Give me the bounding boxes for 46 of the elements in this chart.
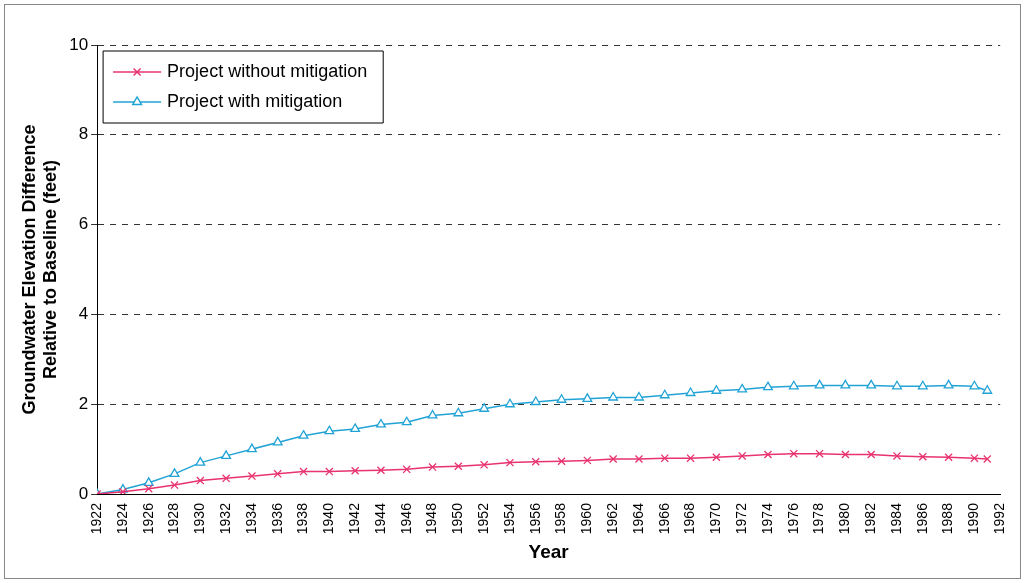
x-tick-label: 1974 [758,502,775,535]
x-tick-label: 1968 [681,502,698,535]
x-axis-title: Year [528,540,570,562]
x-tick-label: 1938 [294,502,311,535]
x-tick-label: 1988 [939,502,956,535]
x-tick-label: 1982 [862,502,879,535]
x-tick-label: 1960 [578,502,595,535]
x-tick-label: 1936 [268,502,285,535]
x-tick-label: 1992 [991,502,1008,535]
x-tick-label: 1950 [449,502,466,535]
x-tick-label: 1958 [552,502,569,535]
legend-label: Project without mitigation [167,60,368,81]
x-tick-label: 1986 [913,502,930,535]
x-tick-label: 1970 [707,502,724,535]
y-tick-label: 10 [69,34,89,54]
x-tick-label: 1930 [191,502,208,535]
x-tick-label: 1956 [526,502,543,535]
x-tick-label: 1940 [320,502,337,535]
x-tick-label: 1948 [423,502,440,535]
x-tick-label: 1932 [216,502,233,535]
x-tick-label: 1934 [242,502,259,535]
x-tick-label: 1922 [87,502,104,535]
x-tick-label: 1924 [113,502,130,535]
x-tick-label: 1978 [810,502,827,535]
x-tick-label: 1926 [139,502,156,535]
y-tick-label: 2 [78,393,89,413]
x-tick-label: 1928 [165,502,182,535]
y-tick-label: 6 [78,214,89,234]
x-tick-label: 1942 [345,502,362,535]
x-tick-label: 1952 [475,502,492,535]
x-tick-label: 1980 [836,502,853,535]
x-tick-label: 1972 [733,502,750,535]
x-tick-label: 1984 [887,502,904,535]
x-tick-label: 1962 [604,502,621,535]
x-tick-label: 1990 [965,502,982,535]
x-tick-label: 1944 [371,502,388,535]
x-tick-label: 1976 [784,502,801,535]
x-tick-label: 1954 [500,502,517,535]
legend-label: Project with mitigation [167,90,343,111]
y-tick-label: 8 [78,124,89,144]
y-tick-label: 4 [78,304,89,324]
y-tick-label: 0 [78,483,89,503]
x-tick-label: 1946 [397,502,414,535]
x-tick-label: 1966 [655,502,672,535]
y-axis-title: Groundwater Elevation Difference Relative to Baseline (feet) [18,124,61,415]
x-tick-label: 1964 [629,502,646,535]
